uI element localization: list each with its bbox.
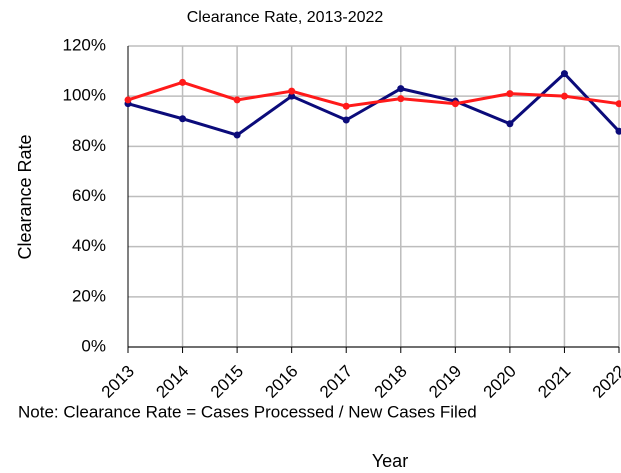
x-tick-label: 2022 xyxy=(589,362,621,402)
note: Note: Clearance Rate = Cases Processed /… xyxy=(18,402,477,421)
point xyxy=(233,131,241,139)
point xyxy=(615,127,621,135)
y-tick-label: 0% xyxy=(81,336,106,355)
x-tick-label: 2014 xyxy=(152,362,192,402)
y-tick-label: 100% xyxy=(63,86,106,105)
y-tick-label: 120% xyxy=(63,35,106,54)
x-tick-label: 2013 xyxy=(98,362,138,402)
x-tick-label: 2021 xyxy=(534,362,574,402)
point xyxy=(560,92,568,100)
y-axis-label: Clearance Rate xyxy=(15,134,35,259)
y-tick-label: 80% xyxy=(72,136,106,155)
point xyxy=(342,102,350,110)
point xyxy=(506,90,514,98)
point xyxy=(288,87,296,95)
x-tick-label: 2020 xyxy=(480,362,520,402)
x-tick-label: 2015 xyxy=(207,362,247,402)
point xyxy=(397,85,405,93)
y-tick-label: 20% xyxy=(72,286,106,305)
point xyxy=(615,100,621,108)
x-axis-label: Year xyxy=(372,451,408,471)
point xyxy=(179,78,187,86)
point xyxy=(179,115,187,123)
series-line xyxy=(127,80,620,108)
chart-title: Clearance Rate, 2013-2022 xyxy=(187,9,384,26)
y-tick-label: 60% xyxy=(72,186,106,205)
point xyxy=(124,96,132,104)
point xyxy=(506,120,514,128)
x-tick-label: 2019 xyxy=(425,362,465,402)
point xyxy=(288,92,296,100)
point xyxy=(233,96,241,104)
point xyxy=(342,116,350,124)
point xyxy=(397,95,405,103)
point xyxy=(451,100,459,108)
point xyxy=(560,70,568,78)
y-tick-label: 40% xyxy=(72,236,106,255)
x-tick-label: 2018 xyxy=(371,362,411,402)
series-line xyxy=(127,71,621,137)
x-tick-label: 2017 xyxy=(316,362,356,402)
x-tick-label: 2016 xyxy=(261,362,301,402)
